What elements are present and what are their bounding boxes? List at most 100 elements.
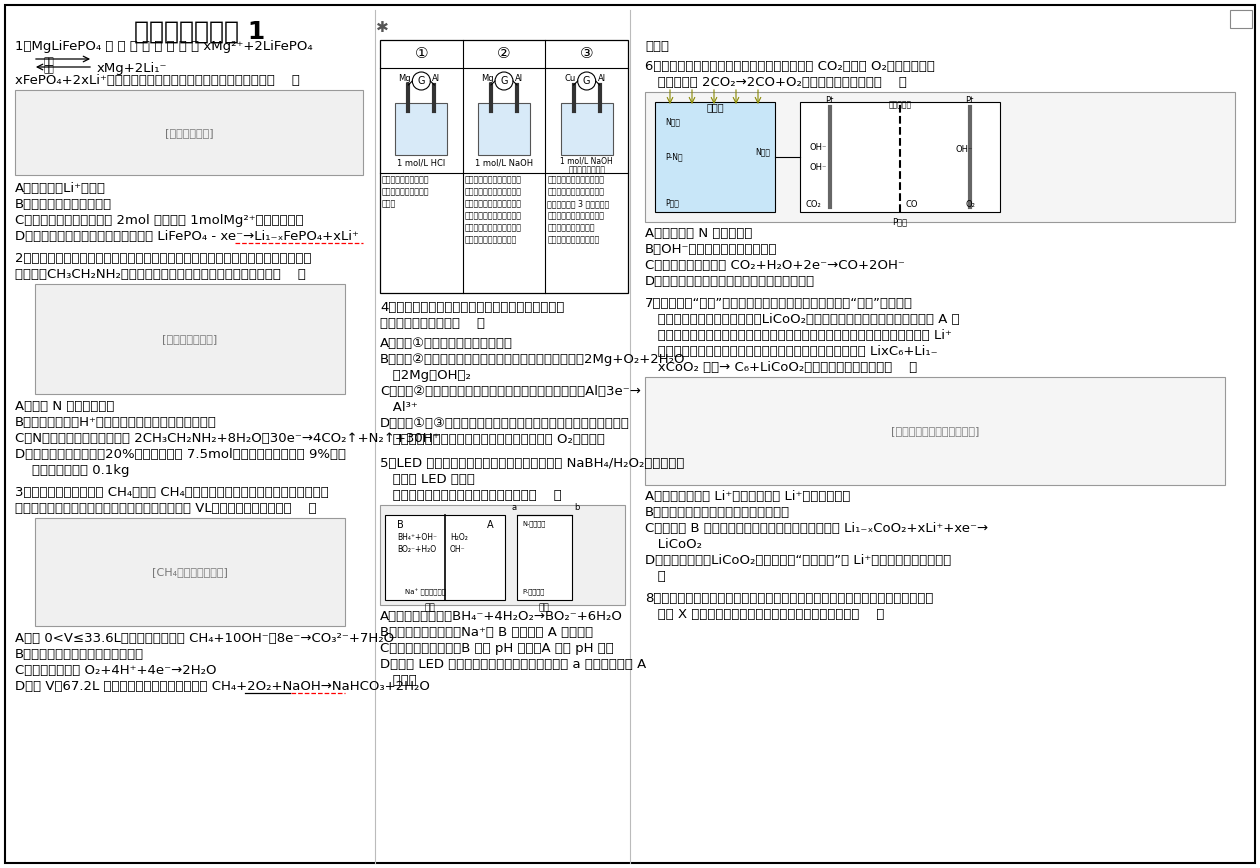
Text: Al: Al: [597, 74, 606, 83]
Text: P电极: P电极: [892, 217, 907, 226]
Text: 下列说法不正确的是（    ）: 下列说法不正确的是（ ）: [381, 317, 485, 330]
Text: 的高分子材料，隔膜只允许特定的离子通过，电池反应式为 LixC₆+Li₁₋: 的高分子材料，隔膜只允许特定的离子通过，电池反应式为 LixC₆+Li₁₋: [645, 345, 937, 358]
Text: A．实验①中，镆片做原电池的负极: A．实验①中，镆片做原电池的负极: [381, 337, 513, 350]
Text: P-N结: P-N结: [665, 153, 683, 161]
Bar: [1230, 10, 1252, 28]
Text: 7．随着各地“限牌”政策的推出，电动汽车成为汽车界的“新宠”，特斯拉: 7．随着各地“限牌”政策的推出，电动汽车成为汽车界的“新宠”，特斯拉: [645, 297, 914, 310]
Text: B．放电时，正极锂的化合价未发生改变: B．放电时，正极锂的化合价未发生改变: [645, 506, 790, 519]
Text: 电化学满分冲刺 1: 电化学满分冲刺 1: [135, 20, 266, 44]
Bar: [381, 40, 627, 293]
Text: CO₂: CO₂: [805, 200, 820, 209]
Text: 面开始时无明显现象，一段: 面开始时无明显现象，一段: [465, 211, 522, 220]
Text: 极相连: 极相连: [645, 40, 669, 53]
Text: 时间后有少量气泡逢出；铝: 时间后有少量气泡逢出；铝: [465, 223, 522, 232]
Text: B: B: [397, 520, 403, 530]
Text: Pt: Pt: [825, 96, 833, 105]
Text: OH⁻: OH⁻: [450, 545, 466, 554]
Text: Al: Al: [432, 74, 441, 83]
Text: D．实验①～③可推知，铝片做电极材料时的原电池反应与另一个电: D．实验①～③可推知，铝片做电极材料时的原电池反应与另一个电: [381, 417, 630, 430]
Text: BO₂⁻+H₂O: BO₂⁻+H₂O: [397, 545, 436, 554]
Text: 1．MgLiFePO₄ 电 池 的 电 池 反 应 为 xMg²⁺+2LiFePO₄: 1．MgLiFePO₄ 电 池 的 电 池 反 应 为 xMg²⁺+2LiFeP…: [15, 40, 312, 53]
Text: 4．实验小组探究铝片做电极材料时的，实验如下：: 4．实验小组探究铝片做电极材料时的，实验如下：: [381, 301, 564, 314]
Text: ＝2Mg（OH）₂: ＝2Mg（OH）₂: [381, 369, 471, 382]
Text: ②: ②: [498, 47, 510, 62]
Text: 1 mol/L NaOH: 1 mol/L NaOH: [561, 157, 614, 166]
Text: 镆片、铝片表面产生无: 镆片、铝片表面产生无: [382, 187, 430, 196]
Text: B．OH⁻通过离子交换膜迁向左室: B．OH⁻通过离子交换膜迁向左室: [645, 243, 777, 256]
Text: 放电: 放电: [43, 65, 54, 74]
Text: 表面有气泡逢出，钓片没有: 表面有气泡逢出，钓片没有: [547, 187, 605, 196]
Text: 收: 收: [645, 570, 665, 583]
Text: G: G: [417, 76, 425, 86]
Text: D．充电时，阳极上发生的电极反应为 LiFePO₄ - xe⁻→Li₁₋ₓFePO₄+xLi⁺: D．充电时，阳极上发生的电极反应为 LiFePO₄ - xe⁻→Li₁₋ₓFeP…: [15, 230, 359, 243]
Text: 色气泡: 色气泡: [382, 199, 396, 208]
Text: xMg+2Li₁⁻: xMg+2Li₁⁻: [97, 62, 168, 75]
Text: N型结: N型结: [665, 117, 680, 126]
Text: 全电动汽车使用的是魈酸锇（LiCoO₂）电池，其工作原理如图所示，其中 A 极: 全电动汽车使用的是魈酸锇（LiCoO₂）电池，其工作原理如图所示，其中 A 极: [645, 313, 960, 326]
Text: Al³⁺: Al³⁺: [381, 401, 418, 414]
Bar: [561, 103, 612, 155]
Text: 明显现象；约 3 分钟后，钓: 明显现象；约 3 分钟后，钓: [547, 199, 610, 208]
Text: A．当 0<V≤33.6L时，负极反应式为 CH₄+10OH⁻－8e⁻→CO₃²⁻+7H₂O: A．当 0<V≤33.6L时，负极反应式为 CH₄+10OH⁻－8e⁻→CO₃²…: [15, 632, 394, 645]
Text: 板的电极材料、溶液的酸碱性、溶液中溶解的 O₂密切相关: 板的电极材料、溶液的酸碱性、溶液中溶解的 O₂密切相关: [381, 433, 605, 446]
Text: b: b: [575, 503, 580, 512]
Text: 图所示，在标准状况下，持续通入甲烷，消耗甲烷 VL，下列说法错误的是（    ）: 图所示，在标准状况下，持续通入甲烷，消耗甲烷 VL，下列说法错误的是（ ）: [15, 502, 316, 515]
Text: G: G: [500, 76, 508, 86]
Text: 离子交换膜: 离子交换膜: [888, 100, 911, 109]
Text: C．充电时 B 作阳极，该电极放电时的电极反应式为 Li₁₋ₓCoO₂+xLi⁺+xe⁻→: C．充电时 B 作阳极，该电极放电时的电极反应式为 Li₁₋ₓCoO₂+xLi⁺…: [645, 522, 988, 535]
Text: [乙胺处理装置图]: [乙胺处理装置图]: [163, 334, 218, 344]
Text: C．放电时，电路中每流过 2mol 电子，有 1molMg²⁺迁移至正极区: C．放电时，电路中每流过 2mol 电子，有 1molMg²⁺迁移至正极区: [15, 214, 304, 227]
Text: ①: ①: [415, 47, 428, 62]
Bar: [35, 284, 345, 394]
Text: xCoO₂ 放电→ C₆+LiCoO₂，下列说法不正确的是（    ）: xCoO₂ 放电→ C₆+LiCoO₂，下列说法不正确的是（ ）: [645, 361, 917, 374]
Text: Al: Al: [515, 74, 523, 83]
Text: Mg: Mg: [480, 74, 494, 83]
Text: OH⁻: OH⁻: [810, 162, 828, 172]
Text: ✱: ✱: [375, 20, 388, 35]
Text: a: a: [512, 503, 517, 512]
Text: A．电极 N 为电池的负极: A．电极 N 为电池的负极: [15, 400, 115, 413]
Text: 其中 X 装置为阳离子交换膜，下列有关说法正确的是（    ）: 其中 X 装置为阳离子交换膜，下列有关说法正确的是（ ）: [645, 608, 885, 621]
Bar: [396, 103, 447, 155]
Text: A: A: [486, 520, 494, 530]
Text: Pt: Pt: [965, 96, 974, 105]
Text: LiCoO₂: LiCoO₂: [645, 538, 702, 551]
Text: N电极: N电极: [755, 148, 770, 156]
Text: 1 mol/L NaOH: 1 mol/L NaOH: [475, 158, 533, 167]
Text: 充电: 充电: [43, 57, 54, 66]
Bar: [561, 103, 612, 155]
Text: 的乙胺（CH₃CH₂NH₂）转化成无毒无害物质，下列分析错误的是（    ）: 的乙胺（CH₃CH₂NH₂）转化成无毒无害物质，下列分析错误的是（ ）: [15, 268, 306, 281]
Text: 片表面持续有气泡逢出。: 片表面持续有气泡逢出。: [465, 235, 517, 244]
Bar: [655, 102, 775, 212]
Text: 图甲: 图甲: [425, 603, 436, 612]
Text: C．实验②中，一段时间后，铝片发生的电极反应式为：Al－3e⁻→: C．实验②中，一段时间后，铝片发生的电极反应式为：Al－3e⁻→: [381, 385, 641, 398]
Text: A．由图分析 N 电极为正极: A．由图分析 N 电极为正极: [645, 227, 752, 240]
Text: C．电池放电过程中，B 极区 pH 减小，A 极区 pH 增大: C．电池放电过程中，B 极区 pH 减小，A 极区 pH 增大: [381, 642, 614, 655]
Text: C．N电极的电极反应方程式为 2CH₃CH₂NH₂+8H₂O－30e⁻→4CO₂↑+N₂↑+30H⁺: C．N电极的电极反应方程式为 2CH₃CH₂NH₂+8H₂O－30e⁻→4CO₂…: [15, 432, 440, 445]
Text: B．电池放电过程中，Na⁺从 B 极区移动 A 极区移动: B．电池放电过程中，Na⁺从 B 极区移动 A 极区移动: [381, 626, 593, 639]
Bar: [15, 90, 363, 175]
Text: A．该隔膜只允许 Li⁺通过，放电时 Li⁺从左流向右边: A．该隔膜只允许 Li⁺通过，放电时 Li⁺从左流向右边: [645, 490, 850, 503]
Text: D．当空气（假设含氮气20%）的进入量为 7.5mol时，可以处理含乙胺 9%（质: D．当空气（假设含氮气20%）的进入量为 7.5mol时，可以处理含乙胺 9%（…: [15, 448, 346, 461]
Text: 量分数）的废水 0.1kg: 量分数）的废水 0.1kg: [15, 464, 130, 477]
Text: 图乙是 LED 发光二: 图乙是 LED 发光二: [381, 473, 475, 486]
Text: 图乙: 图乙: [538, 603, 549, 612]
Text: D．废旧钒酸锇（LiCoO₂）电池进行“放电处理”让 Li⁺进入石墨中而有利于回: D．废旧钒酸锇（LiCoO₂）电池进行“放电处理”让 Li⁺进入石墨中而有利于回: [645, 554, 951, 567]
Text: [CH₄燃料电池装置图]: [CH₄燃料电池装置图]: [152, 567, 228, 577]
Text: 3．天然气的主要成分为 CH₄，可将 CH₄设计成燃料电池来解决能源问题，装置如: 3．天然气的主要成分为 CH₄，可将 CH₄设计成燃料电池来解决能源问题，装置如: [15, 486, 329, 499]
Bar: [645, 92, 1235, 222]
Bar: [478, 103, 530, 155]
Text: B．电池工作时，氧气发生还原反应: B．电池工作时，氧气发生还原反应: [15, 648, 144, 661]
Text: C．正极反应式为 O₂+4H⁺+4e⁻→2H₂O: C．正极反应式为 O₂+4H⁺+4e⁻→2H₂O: [15, 664, 217, 677]
Text: 电流计指针向左偏转，铝片: 电流计指针向左偏转，铝片: [547, 175, 605, 184]
Text: CO: CO: [905, 200, 917, 209]
Text: O₂: O₂: [965, 200, 975, 209]
Bar: [517, 515, 572, 600]
Bar: [386, 515, 505, 600]
Text: 电流计指针向右偏转，: 电流计指针向右偏转，: [382, 175, 430, 184]
Text: 度后继续向左偏转；镆片表: 度后继续向左偏转；镆片表: [465, 199, 522, 208]
Text: Mg: Mg: [398, 74, 411, 83]
Text: B．充电时，镶单质被氧化: B．充电时，镶单质被氧化: [15, 198, 112, 211]
Bar: [478, 103, 530, 155]
Text: D．要使 LED 发光二极管正常发光，图乙中导线 a 应与图甲中的 A: D．要使 LED 发光二极管正常发光，图乙中导线 a 应与图甲中的 A: [381, 658, 646, 671]
